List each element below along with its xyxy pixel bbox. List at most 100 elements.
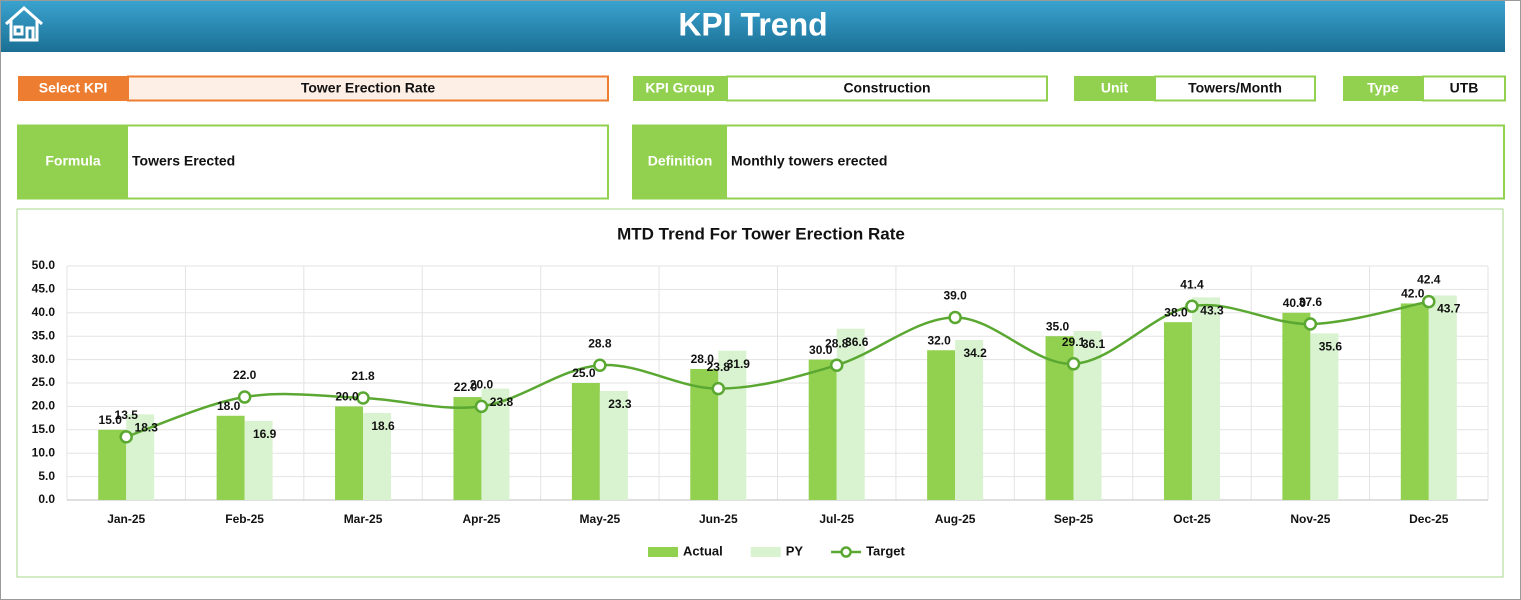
target-marker [711, 381, 726, 396]
data-label: 43.7 [1437, 302, 1461, 316]
field-label: Type [1367, 80, 1399, 96]
y-tick-label: 35.0 [32, 328, 56, 342]
detail-label-box [18, 125, 128, 199]
target-marker [593, 358, 607, 372]
field-value: Towers/Month [1188, 80, 1282, 96]
header-bar [1, 1, 1505, 52]
x-tick-label: Jul-25 [819, 512, 854, 526]
x-tick-label: Jun-25 [699, 512, 738, 526]
y-tick-label: 25.0 [32, 375, 56, 389]
target-marker [474, 399, 489, 414]
data-label: 16.9 [253, 427, 277, 441]
data-label: 30.0 [809, 343, 833, 357]
data-label: 18.6 [371, 419, 395, 433]
detail-value: Monthly towers erected [731, 153, 887, 169]
data-label: 39.0 [943, 289, 967, 303]
field-value: Tower Erection Rate [301, 80, 436, 96]
target-marker [948, 310, 962, 325]
y-tick-label: 10.0 [32, 445, 56, 459]
field-label-box [633, 76, 727, 101]
data-label: 22.0 [233, 368, 257, 382]
bar [1400, 303, 1429, 500]
x-tick-label: Mar-25 [344, 512, 383, 526]
bar [335, 406, 364, 500]
target-marker [1066, 357, 1081, 371]
field-label-box [1074, 76, 1155, 101]
y-tick-label: 40.0 [32, 305, 56, 319]
y-tick-label: 50.0 [32, 258, 56, 272]
data-label: 36.1 [1082, 337, 1106, 351]
target-marker [237, 390, 252, 404]
x-tick-label: Nov-25 [1290, 512, 1330, 526]
data-label: 37.6 [1299, 295, 1323, 309]
bar [1310, 333, 1339, 500]
bar [1191, 297, 1220, 500]
bar [808, 359, 837, 500]
data-label: 22.0 [454, 380, 478, 394]
target-marker [119, 430, 133, 444]
bar [1428, 295, 1457, 500]
legend-label: PY [786, 543, 804, 558]
field-label-box [1343, 76, 1423, 101]
field-label: Select KPI [39, 80, 107, 96]
x-tick-label: Feb-25 [225, 512, 264, 526]
legend-swatch [648, 547, 678, 557]
data-label: 42.4 [1417, 273, 1441, 287]
target-marker [356, 391, 370, 405]
data-label: 18.0 [217, 399, 241, 413]
x-tick-label: Oct-25 [1173, 512, 1211, 526]
field-value-box [1422, 75, 1506, 102]
data-label: 40.0 [1283, 296, 1307, 310]
data-label: 23.8 [707, 360, 731, 374]
bar [571, 383, 600, 500]
x-tick-label: May-25 [580, 512, 621, 526]
data-label: 35.6 [1319, 340, 1343, 354]
data-label: 23.8 [490, 395, 514, 409]
x-tick-label: Jan-25 [107, 512, 145, 526]
data-label: 31.9 [727, 357, 751, 371]
y-tick-label: 20.0 [32, 399, 56, 413]
x-tick-label: Sep-25 [1054, 512, 1094, 526]
field-value: UTB [1450, 80, 1479, 96]
field-label: KPI Group [645, 80, 714, 96]
bar [718, 350, 747, 500]
page-title: KPI Trend [678, 6, 827, 42]
bar [927, 350, 956, 500]
detail-label: Formula [45, 153, 100, 169]
legend-label: Actual [683, 543, 723, 558]
data-label: 35.0 [1046, 319, 1070, 333]
field-value-box [1154, 75, 1316, 102]
data-label: 21.8 [351, 369, 375, 383]
y-tick-label: 45.0 [32, 282, 56, 296]
data-label: 36.6 [845, 335, 869, 349]
legend-label: Target [866, 543, 905, 558]
field-label-box [18, 76, 128, 101]
legend-swatch [750, 547, 781, 557]
data-label: 28.8 [588, 336, 612, 350]
field-value: Construction [843, 80, 930, 96]
detail-value: Towers Erected [132, 153, 235, 169]
y-tick-label: 15.0 [32, 422, 56, 436]
target-marker [1185, 299, 1199, 313]
home-icon[interactable] [5, 5, 43, 42]
bar [1282, 312, 1311, 500]
bar [216, 415, 245, 500]
target-line [125, 300, 1430, 439]
bar [599, 390, 628, 500]
y-tick-label: 5.0 [38, 469, 55, 483]
data-label: 42.0 [1401, 287, 1425, 301]
data-label: 20.0 [470, 378, 494, 392]
bar [1163, 322, 1192, 500]
data-label: 34.2 [963, 346, 987, 360]
data-label: 28.0 [691, 352, 715, 366]
x-tick-label: Aug-25 [935, 512, 976, 526]
field-value-box[interactable] [127, 75, 609, 102]
chart-panel [16, 208, 1504, 578]
detail-label-box [633, 125, 727, 199]
data-label: 25.0 [572, 366, 596, 380]
data-label: 41.4 [1180, 277, 1204, 291]
target-marker [1422, 294, 1436, 309]
data-label: 38.0 [1164, 305, 1188, 319]
data-label: 15.0 [99, 413, 123, 427]
